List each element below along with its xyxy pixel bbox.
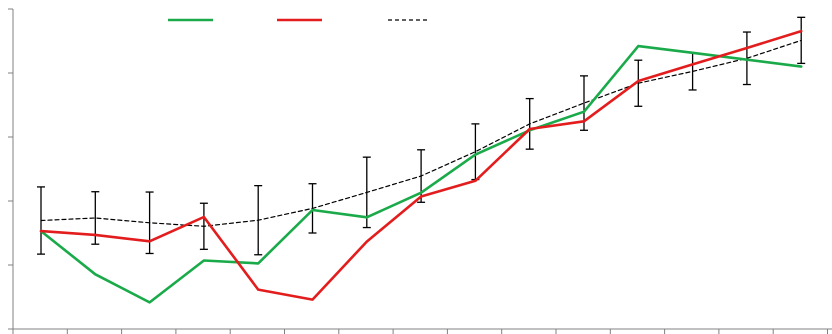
series-lines (39, 29, 803, 304)
series-line-3 (40, 39, 802, 227)
series-line-2 (39, 29, 803, 301)
axes (8, 8, 832, 334)
series-line-1 (39, 44, 803, 304)
